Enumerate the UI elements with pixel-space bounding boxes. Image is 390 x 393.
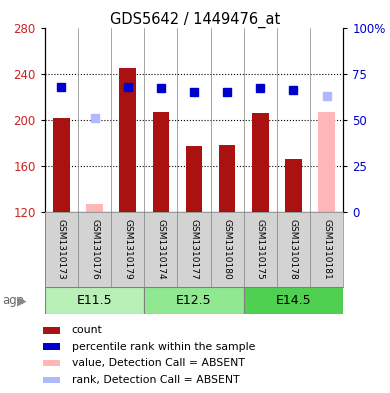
Bar xyxy=(285,159,302,212)
Bar xyxy=(119,68,136,212)
Text: count: count xyxy=(72,325,102,335)
Text: age: age xyxy=(2,294,24,307)
Bar xyxy=(219,145,236,212)
Text: rank, Detection Call = ABSENT: rank, Detection Call = ABSENT xyxy=(72,375,239,385)
Text: percentile rank within the sample: percentile rank within the sample xyxy=(72,342,255,352)
Text: GSM1310178: GSM1310178 xyxy=(289,219,298,280)
Text: GSM1310179: GSM1310179 xyxy=(123,219,132,280)
Text: E14.5: E14.5 xyxy=(276,294,311,307)
Text: GDS5642 / 1449476_at: GDS5642 / 1449476_at xyxy=(110,12,280,28)
Bar xyxy=(186,147,202,212)
Bar xyxy=(318,112,335,212)
Text: GSM1310176: GSM1310176 xyxy=(90,219,99,280)
Text: ▶: ▶ xyxy=(17,294,27,307)
Bar xyxy=(244,287,343,314)
Text: GSM1310177: GSM1310177 xyxy=(190,219,199,280)
Text: E11.5: E11.5 xyxy=(77,294,112,307)
Text: GSM1310173: GSM1310173 xyxy=(57,219,66,280)
Bar xyxy=(53,118,70,212)
Text: GSM1310175: GSM1310175 xyxy=(256,219,265,280)
Text: GSM1310180: GSM1310180 xyxy=(223,219,232,280)
Bar xyxy=(43,360,60,366)
Bar xyxy=(43,327,60,334)
Text: GSM1310181: GSM1310181 xyxy=(322,219,331,280)
Bar xyxy=(45,287,144,314)
Text: value, Detection Call = ABSENT: value, Detection Call = ABSENT xyxy=(72,358,245,368)
Bar xyxy=(144,287,244,314)
Bar xyxy=(86,204,103,212)
Bar xyxy=(152,112,169,212)
Bar xyxy=(43,343,60,350)
Text: GSM1310174: GSM1310174 xyxy=(156,219,165,280)
Bar xyxy=(252,113,269,212)
Text: E12.5: E12.5 xyxy=(176,294,212,307)
Bar xyxy=(43,376,60,383)
